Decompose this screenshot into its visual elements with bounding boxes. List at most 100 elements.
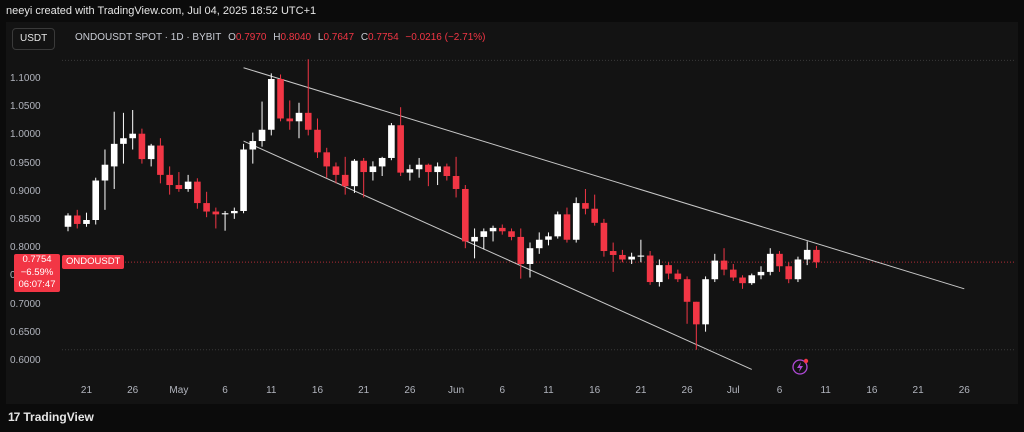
candle-body <box>757 271 765 276</box>
candle-body <box>785 266 793 280</box>
candle-body <box>369 166 377 173</box>
candle-body <box>508 231 515 237</box>
last-price-tag: 0.7754 −6.59% 06:07:47 <box>14 254 60 292</box>
candle-body <box>378 157 386 167</box>
y-tick-label: 1.0000 <box>10 129 41 141</box>
last-change-pct: −6.59% <box>20 266 54 278</box>
x-tick-label: May <box>169 385 189 396</box>
candle-body <box>646 255 654 283</box>
candle-body <box>231 210 238 214</box>
candle-body <box>221 213 229 215</box>
candle-body <box>462 188 469 242</box>
x-tick-label: 26 <box>404 385 416 396</box>
candle-body <box>83 220 90 224</box>
candle-body <box>665 265 672 274</box>
candle-body <box>425 164 432 173</box>
candle-body <box>249 141 257 150</box>
y-tick-label: 0.6000 <box>10 355 41 366</box>
candle-body <box>360 160 367 173</box>
low-value: 0.7647 <box>323 32 355 43</box>
candle-body <box>711 260 719 280</box>
x-tick-label: Jun <box>448 385 465 396</box>
candle-body <box>240 149 247 211</box>
candle-body <box>526 248 534 264</box>
y-tick-label: 0.9500 <box>10 157 41 169</box>
candle-body <box>554 214 562 237</box>
open-label: O <box>228 32 236 43</box>
candle-body <box>720 260 728 270</box>
candle-body <box>295 112 303 122</box>
candle-body <box>591 208 598 223</box>
candle-body <box>397 125 404 173</box>
high-value: 0.8040 <box>280 32 312 43</box>
candle-body <box>332 166 340 175</box>
candle-body <box>434 166 441 173</box>
brand-name: TradingView <box>23 410 94 424</box>
candle-body <box>286 118 294 122</box>
candle-body <box>545 236 552 240</box>
x-tick-label: 21 <box>912 385 924 396</box>
x-tick-label: Jul <box>726 385 740 396</box>
candle-body <box>656 265 663 283</box>
candle-body <box>267 79 275 130</box>
candle-body <box>64 215 72 227</box>
change-value: −0.0216 (−2.71%) <box>405 32 486 43</box>
candle-body <box>748 275 756 284</box>
lightning-icon <box>792 358 809 375</box>
y-tick-label: 0.6500 <box>10 326 41 338</box>
candle-body <box>674 273 682 280</box>
symbol-price-tag: ONDOUSDT <box>62 255 125 269</box>
candle-body <box>480 231 488 237</box>
chart-credit: neeyi created with TradingView.com, Jul … <box>6 5 317 17</box>
candle-body <box>683 279 691 302</box>
trendline <box>243 140 752 370</box>
close-value: 0.7754 <box>368 32 399 43</box>
candle-body <box>637 255 645 257</box>
y-tick-label: 1.0500 <box>10 101 41 113</box>
candle-body <box>452 176 460 189</box>
candle-body <box>443 166 451 177</box>
x-tick-label: 11 <box>543 385 554 396</box>
candle-body <box>73 215 81 224</box>
candle-body <box>471 236 478 242</box>
candle-body <box>304 112 312 130</box>
x-tick-label: 21 <box>635 385 647 396</box>
x-tick-label: 11 <box>820 385 831 396</box>
candle-body <box>184 181 192 189</box>
x-tick-label: 26 <box>681 385 693 396</box>
candle-body <box>498 227 506 232</box>
x-tick-label: 16 <box>311 385 324 396</box>
candle-body <box>110 143 118 167</box>
candle-body <box>129 133 136 139</box>
candle-body <box>166 174 173 186</box>
candle-body <box>729 269 737 278</box>
candle-body <box>388 125 395 158</box>
candle-body <box>415 164 423 170</box>
candle-body <box>582 203 589 209</box>
candle-body <box>323 152 331 167</box>
x-tick-label: 6 <box>776 385 783 396</box>
x-tick-label: 6 <box>222 385 228 396</box>
candle-body <box>314 129 321 153</box>
x-tick-label: 6 <box>499 385 506 396</box>
currency-button[interactable]: USDT <box>12 28 56 50</box>
x-tick-label: 21 <box>358 385 370 396</box>
symbol-line: ONDOUSDT SPOT · 1D · BYBIT <box>75 32 222 43</box>
y-tick-label: 0.8000 <box>10 242 41 254</box>
candle-body <box>702 279 709 325</box>
low-label: L <box>317 32 324 43</box>
high-label: H <box>273 32 281 43</box>
candle-body <box>203 203 210 212</box>
candle-body <box>157 145 164 175</box>
candle-body <box>813 249 820 263</box>
candle-body <box>138 133 146 160</box>
candle-body <box>572 203 580 240</box>
y-tick-label: 1.1000 <box>10 73 41 84</box>
trendline <box>243 67 965 290</box>
candle-body <box>609 251 617 255</box>
candle-body <box>92 180 100 220</box>
candle-body <box>258 129 266 142</box>
tradingview-footer: 17 TradingView <box>8 410 94 424</box>
bar-countdown: 06:07:47 <box>18 279 56 290</box>
